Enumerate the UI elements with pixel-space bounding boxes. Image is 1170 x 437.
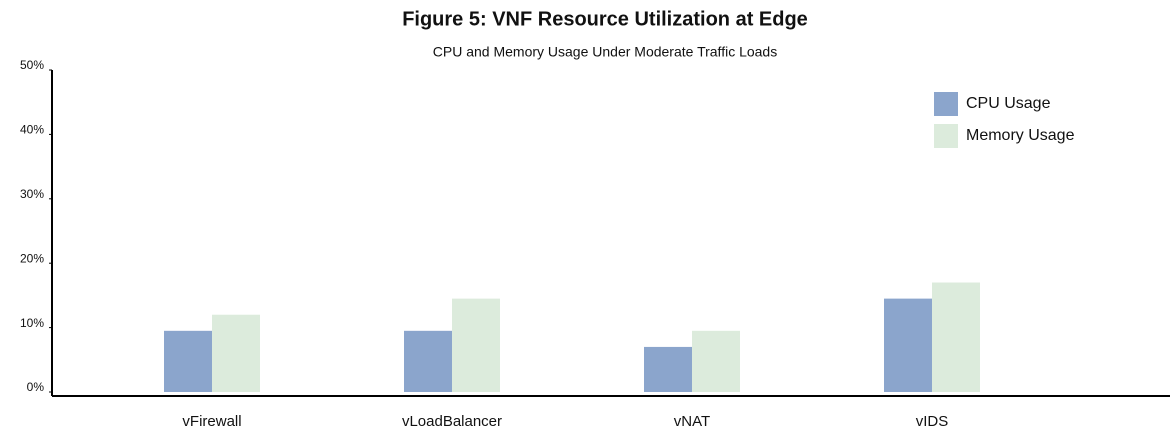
y-tick-label: 30% bbox=[20, 187, 44, 201]
x-tick-label: vNAT bbox=[674, 413, 710, 430]
x-tick-label: vLoadBalancer bbox=[402, 413, 502, 430]
bar bbox=[692, 330, 740, 392]
y-tick-label: 50% bbox=[20, 58, 44, 72]
y-tick-label: 10% bbox=[20, 316, 44, 330]
x-tick-label: vIDS bbox=[916, 413, 949, 430]
y-tick-label: 40% bbox=[20, 123, 44, 137]
legend-swatch bbox=[934, 124, 958, 148]
x-tick-label: vFirewall bbox=[182, 413, 241, 430]
legend-label: CPU Usage bbox=[966, 95, 1051, 112]
chart-title: Figure 5: VNF Resource Utilization at Ed… bbox=[402, 8, 808, 30]
chart-subtitle: CPU and Memory Usage Under Moderate Traf… bbox=[433, 44, 777, 60]
bar bbox=[404, 330, 452, 392]
bar bbox=[884, 298, 932, 392]
bar bbox=[164, 330, 212, 392]
legend-label: Memory Usage bbox=[966, 127, 1075, 144]
y-tick-label: 0% bbox=[27, 380, 45, 394]
legend-swatch bbox=[934, 92, 958, 116]
bar bbox=[452, 298, 500, 392]
bar bbox=[644, 346, 692, 392]
y-tick-label: 20% bbox=[20, 251, 44, 265]
bar bbox=[212, 314, 260, 392]
bar bbox=[932, 282, 980, 392]
